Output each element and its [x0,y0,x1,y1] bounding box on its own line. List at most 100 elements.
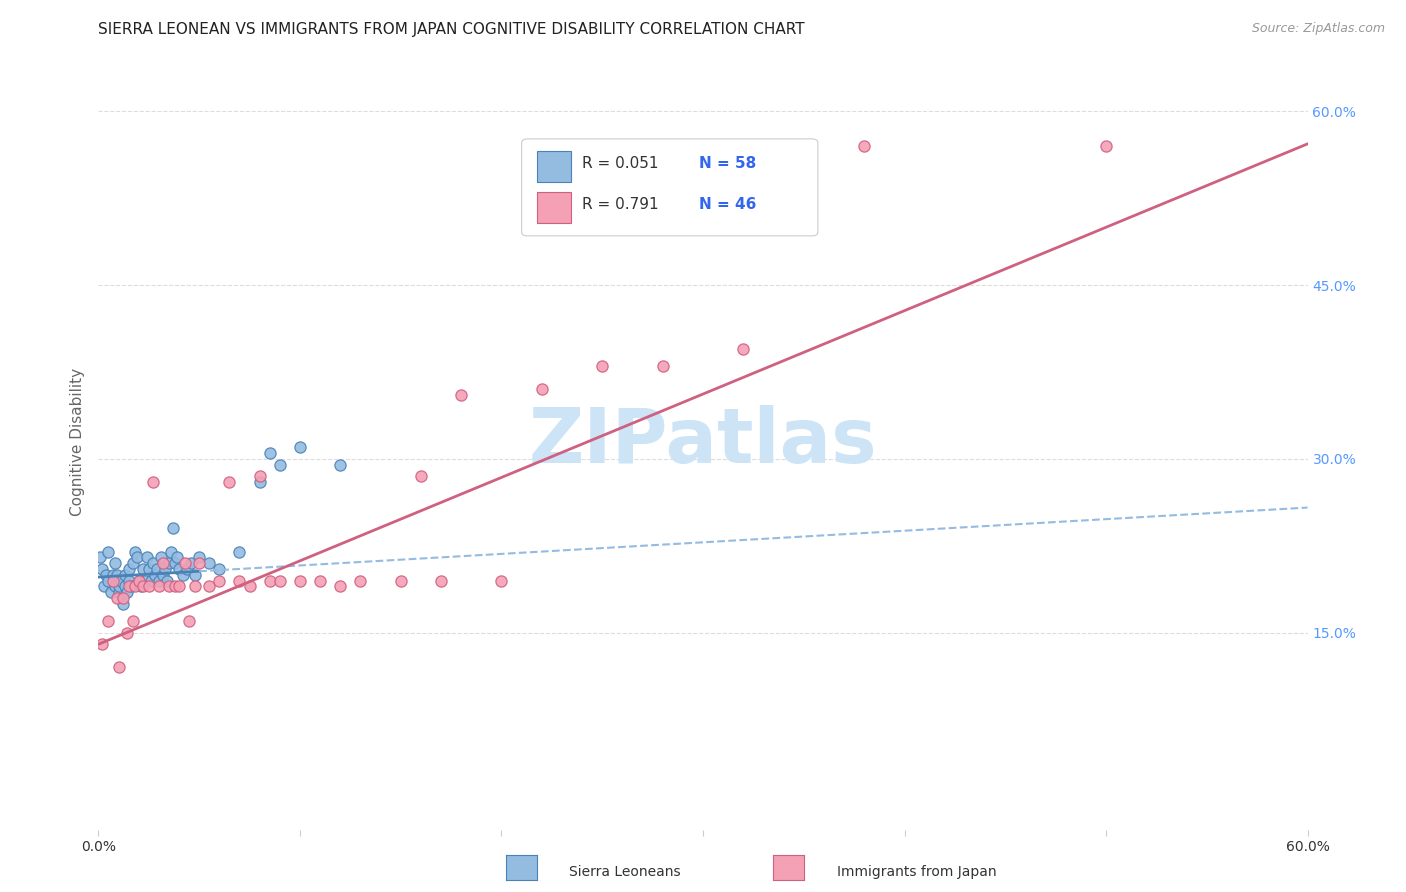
Point [148,579,170,593]
Point [179,614,201,628]
Point [329,579,352,593]
Point [530,383,553,397]
Point [146,562,169,576]
Point [103,556,125,570]
Text: SIERRA LEONEAN VS IMMIGRANTS FROM JAPAN COGNITIVE DISABILITY CORRELATION CHART: SIERRA LEONEAN VS IMMIGRANTS FROM JAPAN … [98,22,806,37]
Point [591,359,613,374]
Point [1095,139,1118,153]
Point [107,585,129,599]
Text: N = 58: N = 58 [699,156,756,171]
Point [184,579,207,593]
Point [128,574,150,588]
Point [142,556,165,570]
Text: R = 0.051: R = 0.051 [582,156,658,171]
Point [118,579,141,593]
Point [118,562,141,576]
Point [309,574,332,588]
Point [128,574,150,588]
Point [176,562,198,576]
Point [110,574,132,588]
Point [163,556,186,570]
Point [125,550,148,565]
FancyBboxPatch shape [537,192,571,223]
Point [288,440,311,454]
Point [172,567,194,582]
Point [124,579,146,593]
Point [91,562,114,576]
Point [129,579,152,593]
Y-axis label: Cognitive Disability: Cognitive Disability [69,368,84,516]
Point [733,342,755,356]
Point [180,556,202,570]
Point [228,544,250,558]
FancyBboxPatch shape [522,139,818,235]
Point [138,579,160,593]
Point [124,544,146,558]
Text: ZIPatlas: ZIPatlas [529,405,877,478]
Point [329,458,352,472]
Point [167,579,190,593]
Point [651,359,673,374]
Text: Immigrants from Japan: Immigrants from Japan [837,865,997,880]
Point [135,550,157,565]
Point [101,567,124,582]
Point [120,579,142,593]
Point [450,388,472,402]
Point [143,567,166,582]
Point [121,556,143,570]
Point [105,567,128,582]
Point [157,579,180,593]
Point [249,475,271,489]
Point [97,574,120,588]
Point [269,574,291,588]
Point [115,585,138,599]
Point [101,574,124,588]
Text: N = 46: N = 46 [699,197,756,212]
Point [259,574,281,588]
Point [105,591,128,605]
Point [156,574,179,588]
Text: Sierra Leoneans: Sierra Leoneans [569,865,681,880]
Point [91,637,114,651]
Text: R = 0.791: R = 0.791 [582,197,658,212]
Point [269,458,291,472]
Point [288,574,311,588]
Point [228,574,250,588]
Point [188,556,211,570]
Point [115,625,138,640]
Point [208,562,231,576]
Point [491,574,513,588]
Point [111,597,134,611]
Point [107,660,129,674]
Point [134,574,156,588]
Point [97,544,120,558]
Point [118,574,141,588]
Point [167,562,190,576]
Point [208,574,231,588]
Point [139,574,162,588]
Point [152,567,174,582]
Point [121,614,143,628]
Point [174,556,197,570]
Point [198,579,221,593]
Point [259,446,281,460]
Point [198,556,221,570]
Point [153,562,176,576]
Point [142,475,165,489]
Point [97,614,120,628]
Point [162,521,184,535]
Point [149,550,172,565]
Point [96,567,118,582]
Point [107,579,129,593]
Point [111,591,134,605]
Point [100,585,122,599]
Point [166,550,188,565]
Point [93,579,115,593]
Point [249,469,271,483]
Point [239,579,262,593]
FancyBboxPatch shape [537,151,571,182]
Point [103,579,125,593]
Point [114,579,136,593]
Point [157,556,180,570]
Point [184,567,207,582]
